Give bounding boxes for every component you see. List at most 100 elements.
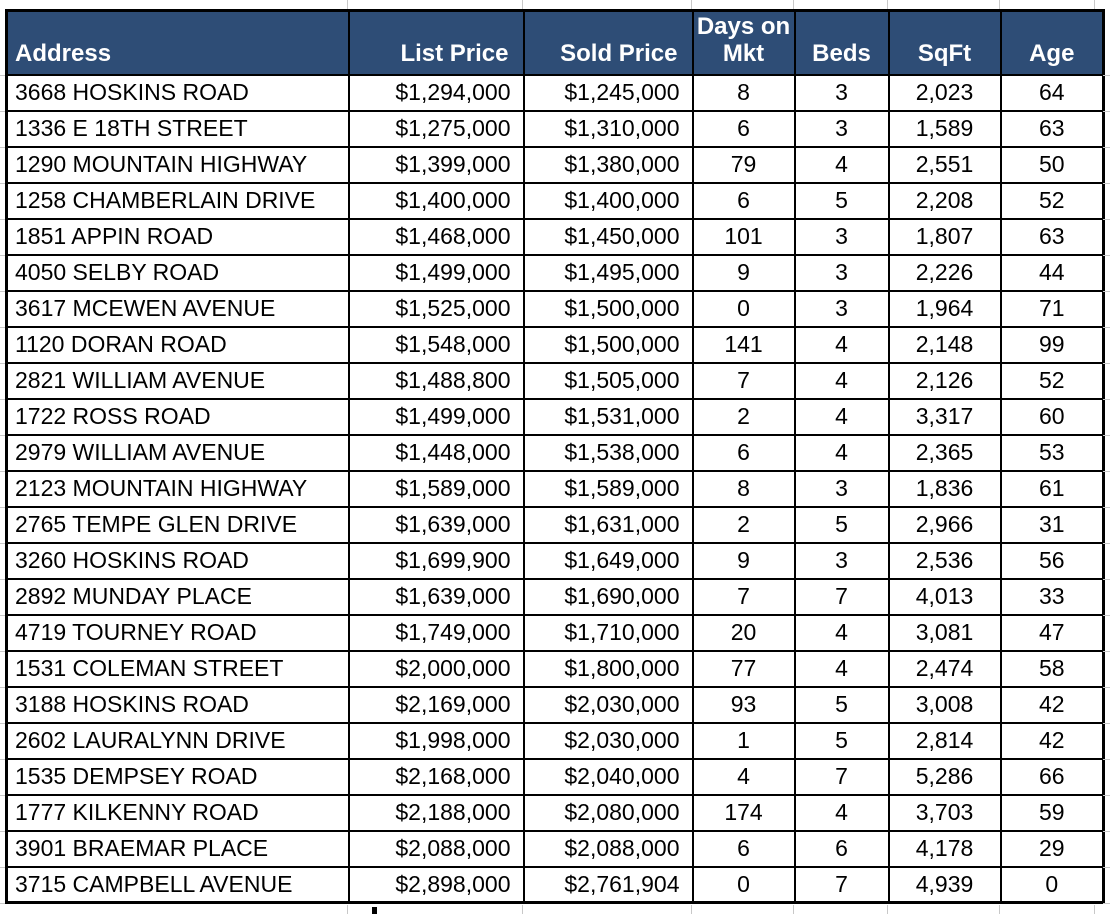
cell-address[interactable]: 3617 MCEWEN AVENUE xyxy=(5,289,350,328)
column-header-sqft[interactable]: SqFt xyxy=(887,9,1002,76)
cell-age[interactable]: 0 xyxy=(999,865,1105,904)
cell-address[interactable]: 1336 E 18TH STREET xyxy=(5,109,350,148)
cell-address[interactable]: 3188 HOSKINS ROAD xyxy=(5,685,350,724)
cell-days_on_mkt[interactable]: 2 xyxy=(691,397,796,436)
cell-sqft[interactable]: 3,703 xyxy=(887,793,1002,832)
cell-list_price[interactable]: $1,448,000 xyxy=(347,433,525,472)
cell-list_price[interactable]: $1,699,900 xyxy=(347,541,525,580)
cell-beds[interactable]: 3 xyxy=(793,253,890,292)
cell-beds[interactable]: 3 xyxy=(793,73,890,112)
cell-sqft[interactable]: 4,178 xyxy=(887,829,1002,868)
column-header-age[interactable]: Age xyxy=(999,9,1105,76)
cell-beds[interactable]: 5 xyxy=(793,181,890,220)
cell-sqft[interactable]: 1,964 xyxy=(887,289,1002,328)
cell-address[interactable]: 3260 HOSKINS ROAD xyxy=(5,541,350,580)
cell-age[interactable]: 63 xyxy=(999,217,1105,256)
cell-age[interactable]: 50 xyxy=(999,145,1105,184)
cell-address[interactable]: 1531 COLEMAN STREET xyxy=(5,649,350,688)
cell-list_price[interactable]: $1,400,000 xyxy=(347,181,525,220)
cell-days_on_mkt[interactable]: 93 xyxy=(691,685,796,724)
cell-list_price[interactable]: $1,499,000 xyxy=(347,253,525,292)
cell-age[interactable]: 42 xyxy=(999,721,1105,760)
cell-beds[interactable]: 4 xyxy=(793,649,890,688)
cell-age[interactable]: 59 xyxy=(999,793,1105,832)
cell-list_price[interactable]: $2,088,000 xyxy=(347,829,525,868)
cell-address[interactable]: 1535 DEMPSEY ROAD xyxy=(5,757,350,796)
cell-list_price[interactable]: $2,169,000 xyxy=(347,685,525,724)
cell-list_price[interactable]: $2,188,000 xyxy=(347,793,525,832)
cell-sqft[interactable]: 4,939 xyxy=(887,865,1002,904)
cell-age[interactable]: 52 xyxy=(999,181,1105,220)
cell-list_price[interactable]: $1,488,800 xyxy=(347,361,525,400)
cell-beds[interactable]: 4 xyxy=(793,325,890,364)
cell-list_price[interactable]: $1,639,000 xyxy=(347,505,525,544)
cell-age[interactable]: 66 xyxy=(999,757,1105,796)
cell-list_price[interactable]: $1,275,000 xyxy=(347,109,525,148)
cell-beds[interactable]: 5 xyxy=(793,685,890,724)
cell-sqft[interactable]: 2,966 xyxy=(887,505,1002,544)
cell-address[interactable]: 4050 SELBY ROAD xyxy=(5,253,350,292)
cell-address[interactable]: 2765 TEMPE GLEN DRIVE xyxy=(5,505,350,544)
cell-list_price[interactable]: $1,468,000 xyxy=(347,217,525,256)
cell-list_price[interactable]: $1,749,000 xyxy=(347,613,525,652)
cell-address[interactable]: 2602 LAURALYNN DRIVE xyxy=(5,721,350,760)
cell-sold_price[interactable]: $1,649,000 xyxy=(522,541,694,580)
cell-beds[interactable]: 4 xyxy=(793,613,890,652)
cell-age[interactable]: 58 xyxy=(999,649,1105,688)
cell-age[interactable]: 29 xyxy=(999,829,1105,868)
cell-sqft[interactable]: 1,589 xyxy=(887,109,1002,148)
cell-beds[interactable]: 5 xyxy=(793,721,890,760)
cell-sqft[interactable]: 2,474 xyxy=(887,649,1002,688)
cell-sold_price[interactable]: $1,531,000 xyxy=(522,397,694,436)
cell-sqft[interactable]: 2,536 xyxy=(887,541,1002,580)
cell-sold_price[interactable]: $2,761,904 xyxy=(522,865,694,904)
cell-age[interactable]: 44 xyxy=(999,253,1105,292)
cell-sold_price[interactable]: $2,080,000 xyxy=(522,793,694,832)
cell-age[interactable]: 53 xyxy=(999,433,1105,472)
cell-age[interactable]: 31 xyxy=(999,505,1105,544)
cell-beds[interactable]: 6 xyxy=(793,829,890,868)
cell-sold_price[interactable]: $2,040,000 xyxy=(522,757,694,796)
cell-beds[interactable]: 3 xyxy=(793,217,890,256)
cell-sold_price[interactable]: $1,380,000 xyxy=(522,145,694,184)
cell-address[interactable]: 1851 APPIN ROAD xyxy=(5,217,350,256)
cell-list_price[interactable]: $1,499,000 xyxy=(347,397,525,436)
cell-sold_price[interactable]: $1,800,000 xyxy=(522,649,694,688)
cell-address[interactable]: 3715 CAMPBELL AVENUE xyxy=(5,865,350,904)
cell-sqft[interactable]: 3,081 xyxy=(887,613,1002,652)
column-header-list_price[interactable]: List Price xyxy=(347,9,525,76)
cell-sqft[interactable]: 2,148 xyxy=(887,325,1002,364)
cell-age[interactable]: 64 xyxy=(999,73,1105,112)
column-header-sold_price[interactable]: Sold Price xyxy=(522,9,694,76)
cell-age[interactable]: 99 xyxy=(999,325,1105,364)
cell-age[interactable]: 60 xyxy=(999,397,1105,436)
cell-list_price[interactable]: $1,548,000 xyxy=(347,325,525,364)
cell-age[interactable]: 63 xyxy=(999,109,1105,148)
cell-sold_price[interactable]: $1,245,000 xyxy=(522,73,694,112)
cell-age[interactable]: 61 xyxy=(999,469,1105,508)
cell-sold_price[interactable]: $1,310,000 xyxy=(522,109,694,148)
cell-beds[interactable]: 4 xyxy=(793,145,890,184)
cell-days_on_mkt[interactable]: 2 xyxy=(691,505,796,544)
cell-days_on_mkt[interactable]: 0 xyxy=(691,289,796,328)
cell-days_on_mkt[interactable]: 8 xyxy=(691,73,796,112)
cell-beds[interactable]: 3 xyxy=(793,469,890,508)
cell-beds[interactable]: 7 xyxy=(793,865,890,904)
column-header-days_on_mkt[interactable]: Days on Mkt xyxy=(691,9,796,76)
cell-list_price[interactable]: $1,998,000 xyxy=(347,721,525,760)
cell-address[interactable]: 2821 WILLIAM AVENUE xyxy=(5,361,350,400)
cell-list_price[interactable]: $1,399,000 xyxy=(347,145,525,184)
cell-beds[interactable]: 5 xyxy=(793,505,890,544)
cell-sqft[interactable]: 2,208 xyxy=(887,181,1002,220)
cell-beds[interactable]: 4 xyxy=(793,361,890,400)
cell-address[interactable]: 1722 ROSS ROAD xyxy=(5,397,350,436)
cell-days_on_mkt[interactable]: 1 xyxy=(691,721,796,760)
cell-beds[interactable]: 4 xyxy=(793,433,890,472)
cell-beds[interactable]: 3 xyxy=(793,289,890,328)
cell-address[interactable]: 2892 MUNDAY PLACE xyxy=(5,577,350,616)
cell-days_on_mkt[interactable]: 7 xyxy=(691,577,796,616)
cell-sold_price[interactable]: $2,088,000 xyxy=(522,829,694,868)
cell-sold_price[interactable]: $1,500,000 xyxy=(522,325,694,364)
cell-address[interactable]: 1290 MOUNTAIN HIGHWAY xyxy=(5,145,350,184)
cell-list_price[interactable]: $2,168,000 xyxy=(347,757,525,796)
